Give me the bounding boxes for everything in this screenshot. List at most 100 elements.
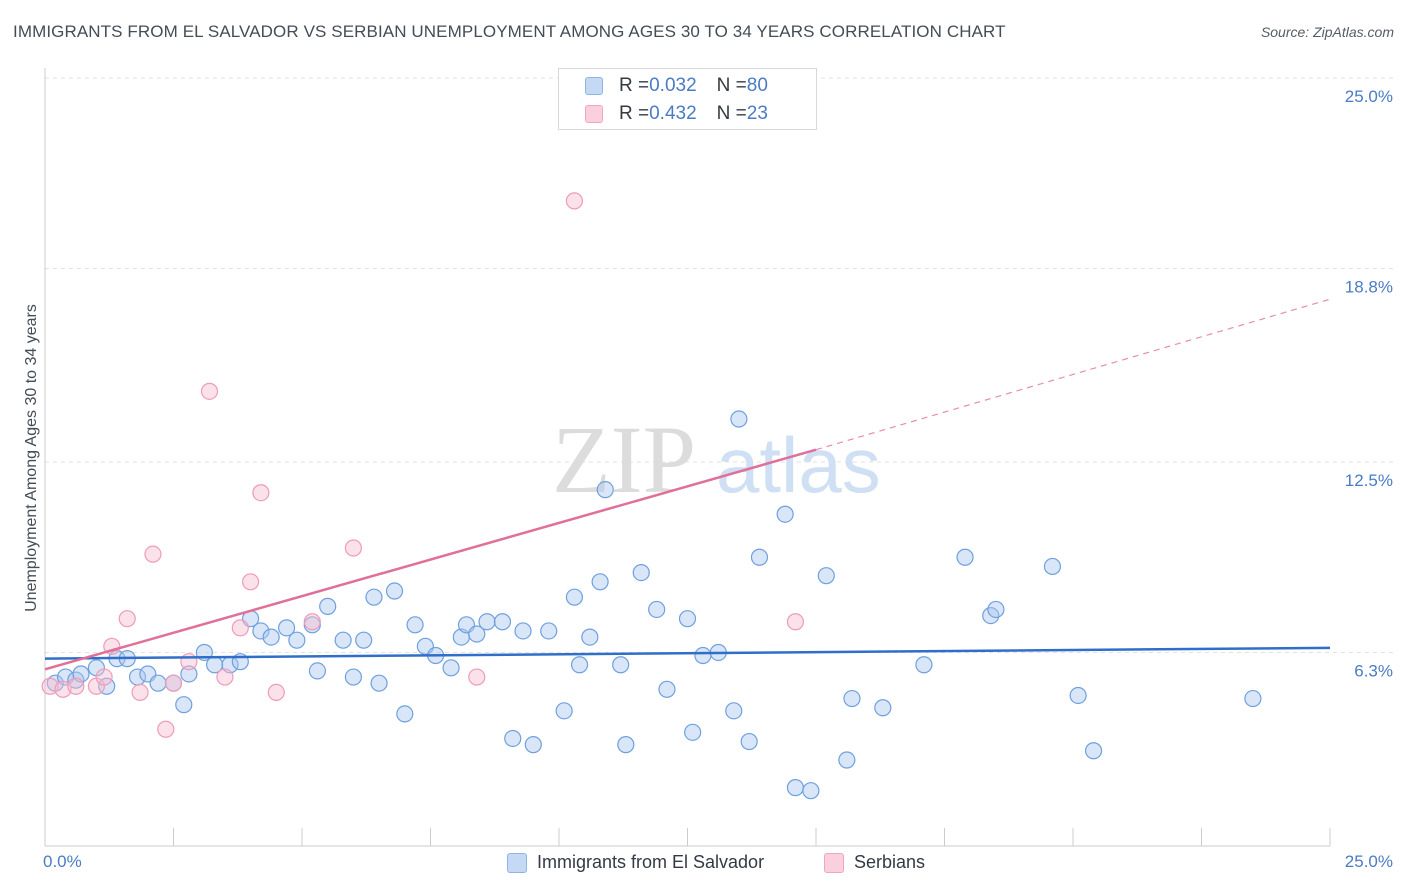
point-serbian	[344, 539, 362, 557]
point-el-salvador	[596, 481, 614, 499]
point-serbian	[180, 653, 198, 671]
point-el-salvador	[730, 410, 748, 428]
data-points	[41, 192, 1262, 800]
point-el-salvador	[524, 736, 542, 754]
point-el-salvador	[1043, 557, 1062, 576]
point-serbian	[118, 610, 136, 628]
point-el-salvador	[252, 622, 270, 640]
bottom-legend-label-serbians: Serbians	[854, 852, 926, 872]
trend-lines	[44, 298, 1331, 671]
point-el-salvador	[843, 689, 861, 708]
legend-row-serbians: R = 0.432 N = 23	[585, 102, 768, 126]
point-el-salvador	[555, 702, 573, 720]
point-el-salvador	[262, 628, 280, 646]
y-tick-label: 6.3%	[1354, 661, 1393, 680]
point-serbian	[252, 484, 270, 502]
y-tick-label: 18.8%	[1345, 277, 1393, 296]
legend-n-label: N =	[716, 75, 747, 96]
point-serbian	[303, 613, 321, 631]
gridlines	[45, 77, 1393, 653]
point-el-salvador	[514, 622, 532, 640]
legend-r-value: 0.032	[649, 75, 697, 96]
legend-swatch-el-salvador	[585, 77, 603, 95]
source-credit: Source: ZipAtlas.com	[1260, 24, 1394, 40]
point-serbian	[468, 668, 486, 686]
legend-row-el-salvador: R = 0.032 N = 80	[585, 74, 768, 98]
point-el-salvador	[442, 659, 460, 677]
y-tick-labels: 6.3% 12.5% 18.8% 25.0%	[1345, 87, 1393, 680]
point-el-salvador	[612, 656, 630, 674]
point-el-salvador	[396, 705, 414, 723]
chart-title: IMMIGRANTS FROM EL SALVADOR VS SERBIAN U…	[13, 22, 1006, 41]
point-el-salvador	[956, 548, 974, 566]
point-serbian	[54, 680, 72, 698]
point-serbian	[144, 545, 162, 563]
x-tick-max: 25.0%	[1344, 852, 1393, 871]
point-el-salvador	[740, 732, 758, 751]
legend-r-label: R =	[619, 75, 650, 96]
watermark-atlas: atlas	[716, 421, 881, 509]
point-el-salvador	[344, 668, 362, 686]
point-serbian	[41, 677, 59, 695]
legend-r-label: R =	[619, 103, 650, 124]
point-el-salvador	[1244, 689, 1262, 708]
point-serbian	[786, 613, 805, 631]
point-el-salvador	[838, 751, 856, 769]
point-el-salvador	[334, 631, 352, 649]
trend-line-serbians-extension	[815, 298, 1331, 451]
point-el-salvador	[725, 702, 743, 720]
y-tick-label: 25.0%	[1345, 87, 1393, 106]
bottom-legend-serbians: Serbians	[824, 852, 925, 873]
y-tick-label: 12.5%	[1345, 471, 1393, 490]
point-serbian	[164, 674, 183, 692]
legend-n-value: 23	[746, 103, 768, 124]
point-el-salvador	[678, 610, 697, 628]
point-el-salvador	[684, 723, 702, 741]
point-el-salvador	[175, 696, 193, 714]
point-serbian	[200, 382, 219, 400]
point-el-salvador	[385, 582, 404, 600]
point-serbian	[267, 683, 285, 702]
point-el-salvador	[817, 567, 835, 585]
point-el-salvador	[308, 662, 327, 680]
point-serbian	[67, 677, 85, 695]
point-el-salvador	[319, 597, 337, 615]
point-el-salvador	[694, 646, 712, 665]
point-serbian	[95, 668, 113, 686]
point-el-salvador	[786, 779, 805, 797]
point-el-salvador	[493, 613, 512, 631]
point-serbian	[216, 668, 234, 686]
point-serbian	[231, 619, 249, 637]
legend-r-value: 0.432	[649, 103, 697, 124]
bottom-legend-el-salvador: Immigrants from El Salvador	[507, 852, 764, 873]
point-el-salvador	[468, 625, 486, 643]
bottom-legend-swatch-el-salvador	[507, 852, 527, 873]
point-el-salvador	[504, 729, 522, 748]
point-el-salvador	[277, 619, 296, 637]
point-el-salvador	[406, 616, 424, 634]
point-el-salvador	[658, 680, 676, 698]
point-serbian	[157, 720, 175, 738]
stats-legend: R = 0.032 N = 80 R = 0.432 N = 23	[558, 68, 817, 130]
point-el-salvador	[365, 588, 383, 606]
legend-swatch-serbians	[585, 105, 603, 123]
point-el-salvador	[776, 505, 794, 523]
point-el-salvador	[370, 674, 388, 692]
point-el-salvador	[1084, 742, 1103, 760]
point-el-salvador	[565, 588, 584, 606]
point-el-salvador	[288, 631, 306, 649]
point-serbian	[131, 683, 149, 702]
point-el-salvador	[915, 656, 933, 674]
watermark: ZIP atlas	[552, 406, 881, 513]
point-el-salvador	[355, 631, 373, 649]
axes	[44, 68, 1331, 847]
point-el-salvador	[581, 628, 599, 646]
point-el-salvador	[180, 665, 198, 683]
point-serbian	[565, 192, 584, 210]
point-serbian	[242, 573, 260, 591]
point-el-salvador	[802, 782, 820, 800]
watermark-zip: ZIP	[552, 406, 696, 513]
point-el-salvador	[617, 736, 635, 754]
legend-n-label: N =	[716, 103, 747, 124]
